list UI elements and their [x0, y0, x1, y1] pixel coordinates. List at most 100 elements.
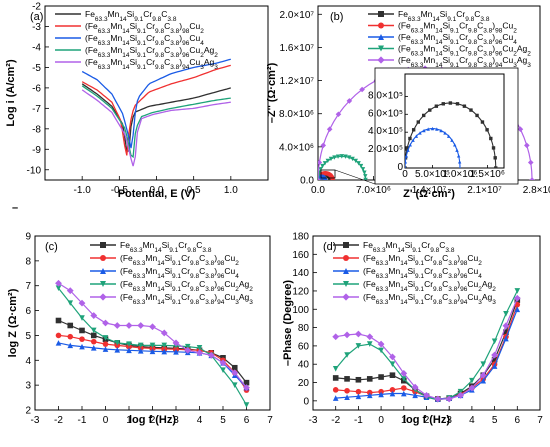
x-tick-label: 3 [173, 415, 179, 426]
x-tick-label: 0.0 [150, 185, 164, 196]
legend-subscript: 9.1 [450, 39, 459, 46]
legend-subscript: 14 [122, 64, 130, 71]
inset-y-tick-label: 4.0×10⁵ [368, 126, 403, 137]
legend-label: (Fe63.3Mn14Si9.1Cr9.8C3.8)98Cu2 [85, 21, 204, 35]
legend-text-part: Mn [145, 292, 157, 302]
inset-data-point [475, 113, 479, 118]
legend-subscript: 14 [400, 299, 408, 306]
legend-subscript: 63.3 [376, 273, 389, 280]
legend-text-part: Fe [398, 9, 408, 19]
plot-area [55, 279, 250, 408]
legend-text-part: ) [457, 292, 460, 302]
legend-subscript: 2 [214, 52, 218, 59]
legend-subscript: 94 [217, 299, 225, 306]
data-point [332, 155, 337, 160]
legend-subscript: 9.8 [433, 286, 442, 293]
legend-subscript: 3.8 [483, 62, 492, 69]
legend-text-part: Si [127, 9, 135, 19]
legend-text-part: Ag [239, 292, 250, 302]
y-tick-label: 4.0×10⁶ [279, 142, 314, 153]
data-point [332, 395, 339, 401]
legend-subscript: 14 [122, 28, 130, 35]
data-point [243, 384, 250, 392]
legend-text-part: Cu [224, 266, 235, 276]
legend-subscript: 63.3 [376, 299, 389, 306]
x-tick-label: 1.0 [224, 185, 238, 196]
legend: Fe63.3Mn14Si9.1Cr9.8C3.8(Fe63.3Mn14Si9.1… [90, 240, 253, 306]
inset-data-point [418, 131, 422, 135]
legend-subscript: 14 [400, 286, 408, 293]
inset-data-point [446, 134, 451, 138]
legend-text-part: Fe [363, 240, 373, 250]
legend-text-part: Cr [424, 279, 433, 289]
legend-subscript: 3.8 [170, 28, 179, 35]
series-2 [332, 301, 521, 402]
legend-swatch-marker [342, 293, 350, 301]
data-point [160, 329, 168, 337]
y-tick-label: -10 [27, 165, 42, 176]
inset-data-point [405, 154, 409, 158]
legend-subscript: 4 [235, 273, 239, 280]
legend-text-part: Mn [386, 240, 398, 250]
data-point [126, 341, 132, 347]
data-point [378, 347, 384, 354]
legend-subscript: 63.3 [98, 64, 111, 71]
legend-subscript: 2 [200, 28, 204, 35]
y-tick-label: 160 [292, 250, 309, 261]
series-line [335, 290, 518, 401]
legend-label: (Fe63.3Mn14Si9.1Cr9.8C3.8)94Cu3Ag3 [398, 55, 531, 69]
legend-text-part: Si [407, 292, 415, 302]
data-point [102, 319, 109, 327]
series-line [335, 309, 518, 400]
inset-series-3 [405, 126, 462, 168]
legend-label: (Fe63.3Mn14Si9.1Cr9.8C3.8)96Cu2Ag2 [398, 44, 531, 58]
inset-data-point [443, 131, 447, 135]
x-tick-label: -3 [31, 415, 40, 426]
legend-text-part: C [164, 33, 170, 43]
legend-text-part: Mn [110, 57, 122, 67]
legend-subscript: 14 [400, 260, 408, 267]
data-point [366, 341, 373, 347]
data-point [529, 177, 535, 180]
legend-text-part: (Fe [363, 292, 376, 302]
legend-text-part: Cr [424, 253, 433, 263]
data-point [196, 349, 203, 357]
inset-data-point [405, 166, 406, 168]
data-point [102, 335, 109, 341]
data-point [149, 348, 156, 355]
legend-subscript: 3.8 [448, 260, 457, 267]
data-point [514, 306, 521, 313]
legend-text-part: Cu [224, 279, 235, 289]
inset-data-point [411, 128, 416, 132]
legend-subscript: 98 [460, 260, 468, 267]
legend-subscript: 3.8 [448, 286, 457, 293]
data-point [325, 158, 331, 164]
legend-label: (Fe63.3Mn14Si9.1Cr9.8C3.8)98Cu2 [398, 21, 517, 35]
inset-data-point [408, 136, 412, 141]
legend-text-part: Si [407, 266, 415, 276]
legend-text-part: Cu [467, 266, 478, 276]
data-point [137, 348, 144, 354]
legend-text-part: Cr [146, 33, 155, 43]
legend-subscript: 96 [217, 273, 225, 280]
series-4 [81, 85, 231, 159]
legend-text-part: C [199, 266, 205, 276]
series-line [81, 58, 231, 149]
data-point [389, 353, 396, 361]
legend-text-part: Si [129, 57, 137, 67]
legend-subscript: 3 [492, 299, 496, 306]
legend-subscript: 4 [200, 40, 204, 47]
legend-subscript: 14 [432, 16, 440, 23]
inset-y-tick-label: 8.0×10⁵ [368, 90, 403, 101]
legend-subscript: 96 [217, 286, 225, 293]
legend-subscript: 14 [435, 62, 443, 69]
legend-subscript: 63.3 [98, 28, 111, 35]
data-point [480, 377, 487, 384]
x-tick-label: 7 [537, 415, 543, 426]
x-tick-label: 2 [150, 415, 156, 426]
y-tick-label: 8 [25, 256, 31, 267]
x-tick-label: -3 [309, 415, 318, 426]
data-point [196, 345, 203, 351]
legend-text-part: Cu [467, 279, 478, 289]
data-point [360, 167, 366, 172]
